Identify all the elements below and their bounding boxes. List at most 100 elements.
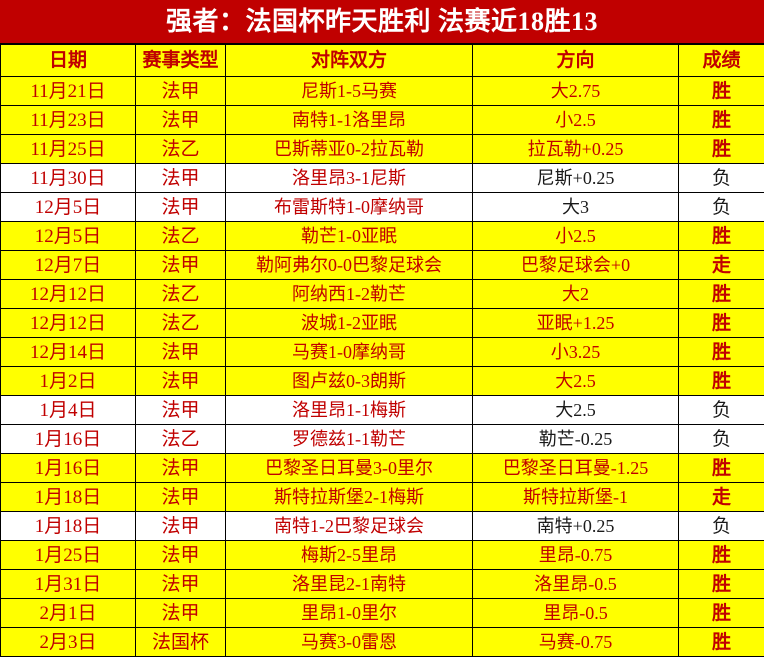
cell-direction: 大2.75	[473, 77, 679, 106]
cell-league: 法甲	[136, 541, 226, 570]
cell-matchup: 布雷斯特1-0摩纳哥	[226, 193, 473, 222]
cell-result: 胜	[679, 77, 764, 106]
cell-date: 12月12日	[1, 280, 136, 309]
cell-league: 法甲	[136, 251, 226, 280]
column-header-result: 成绩	[679, 44, 764, 77]
cell-direction: 大3	[473, 193, 679, 222]
cell-league: 法甲	[136, 599, 226, 628]
cell-direction: 南特+0.25	[473, 512, 679, 541]
table-header: 日期 赛事类型 对阵双方 方向 成绩	[1, 44, 764, 77]
cell-matchup: 里昂1-0里尔	[226, 599, 473, 628]
cell-direction: 斯特拉斯堡-1	[473, 483, 679, 512]
cell-result: 胜	[679, 309, 764, 338]
cell-league: 法乙	[136, 280, 226, 309]
cell-matchup: 洛里昂3-1尼斯	[226, 164, 473, 193]
cell-result: 胜	[679, 628, 764, 657]
cell-matchup: 梅斯2-5里昂	[226, 541, 473, 570]
cell-result: 胜	[679, 599, 764, 628]
cell-direction: 大2.5	[473, 396, 679, 425]
cell-league: 法国杯	[136, 628, 226, 657]
cell-date: 12月5日	[1, 222, 136, 251]
cell-league: 法乙	[136, 425, 226, 454]
cell-direction: 大2.5	[473, 367, 679, 396]
column-header-direction: 方向	[473, 44, 679, 77]
cell-date: 1月4日	[1, 396, 136, 425]
cell-matchup: 巴斯蒂亚0-2拉瓦勒	[226, 135, 473, 164]
cell-league: 法甲	[136, 396, 226, 425]
cell-result: 胜	[679, 570, 764, 599]
header-row: 日期 赛事类型 对阵双方 方向 成绩	[1, 44, 764, 77]
cell-league: 法乙	[136, 222, 226, 251]
cell-matchup: 斯特拉斯堡2-1梅斯	[226, 483, 473, 512]
cell-date: 1月18日	[1, 512, 136, 541]
cell-matchup: 马赛1-0摩纳哥	[226, 338, 473, 367]
cell-date: 1月25日	[1, 541, 136, 570]
cell-matchup: 马赛3-0雷恩	[226, 628, 473, 657]
column-header-date: 日期	[1, 44, 136, 77]
results-sheet: 强者：法国杯昨天胜利 法赛近18胜13 日期 赛事类型 对阵双方 方向 成绩 1…	[0, 0, 764, 637]
cell-matchup: 洛里昂1-1梅斯	[226, 396, 473, 425]
cell-direction: 小3.25	[473, 338, 679, 367]
cell-date: 11月30日	[1, 164, 136, 193]
cell-matchup: 尼斯1-5马赛	[226, 77, 473, 106]
cell-result: 胜	[679, 222, 764, 251]
cell-date: 1月2日	[1, 367, 136, 396]
cell-result: 负	[679, 193, 764, 222]
cell-result: 走	[679, 483, 764, 512]
cell-result: 胜	[679, 135, 764, 164]
cell-league: 法甲	[136, 164, 226, 193]
cell-matchup: 巴黎圣日耳曼3-0里尔	[226, 454, 473, 483]
cell-result: 胜	[679, 541, 764, 570]
page-title: 强者：法国杯昨天胜利 法赛近18胜13	[0, 0, 764, 43]
cell-direction: 洛里昂-0.5	[473, 570, 679, 599]
cell-result: 负	[679, 512, 764, 541]
cell-date: 1月18日	[1, 483, 136, 512]
cell-date: 11月25日	[1, 135, 136, 164]
cell-league: 法甲	[136, 338, 226, 367]
cell-date: 2月1日	[1, 599, 136, 628]
cell-league: 法乙	[136, 135, 226, 164]
cell-result: 胜	[679, 367, 764, 396]
cell-league: 法甲	[136, 512, 226, 541]
cell-matchup: 勒芒1-0亚眠	[226, 222, 473, 251]
cell-matchup: 洛里昆2-1南特	[226, 570, 473, 599]
cell-matchup: 勒阿弗尔0-0巴黎足球会	[226, 251, 473, 280]
cell-direction: 巴黎足球会+0	[473, 251, 679, 280]
cell-date: 1月16日	[1, 454, 136, 483]
cell-direction: 小2.5	[473, 222, 679, 251]
cell-direction: 巴黎圣日耳曼-1.25	[473, 454, 679, 483]
cell-direction: 拉瓦勒+0.25	[473, 135, 679, 164]
cell-result: 胜	[679, 338, 764, 367]
cell-direction: 里昂-0.5	[473, 599, 679, 628]
cell-date: 1月16日	[1, 425, 136, 454]
cell-date: 12月7日	[1, 251, 136, 280]
cell-date: 12月5日	[1, 193, 136, 222]
cell-league: 法甲	[136, 106, 226, 135]
cell-league: 法甲	[136, 454, 226, 483]
cell-date: 1月31日	[1, 570, 136, 599]
cell-result: 负	[679, 396, 764, 425]
cell-direction: 尼斯+0.25	[473, 164, 679, 193]
cell-league: 法甲	[136, 570, 226, 599]
cell-direction: 勒芒-0.25	[473, 425, 679, 454]
cell-direction: 小2.5	[473, 106, 679, 135]
cell-date: 12月14日	[1, 338, 136, 367]
cell-direction: 里昂-0.75	[473, 541, 679, 570]
cell-direction: 亚眠+1.25	[473, 309, 679, 338]
cell-date: 11月23日	[1, 106, 136, 135]
